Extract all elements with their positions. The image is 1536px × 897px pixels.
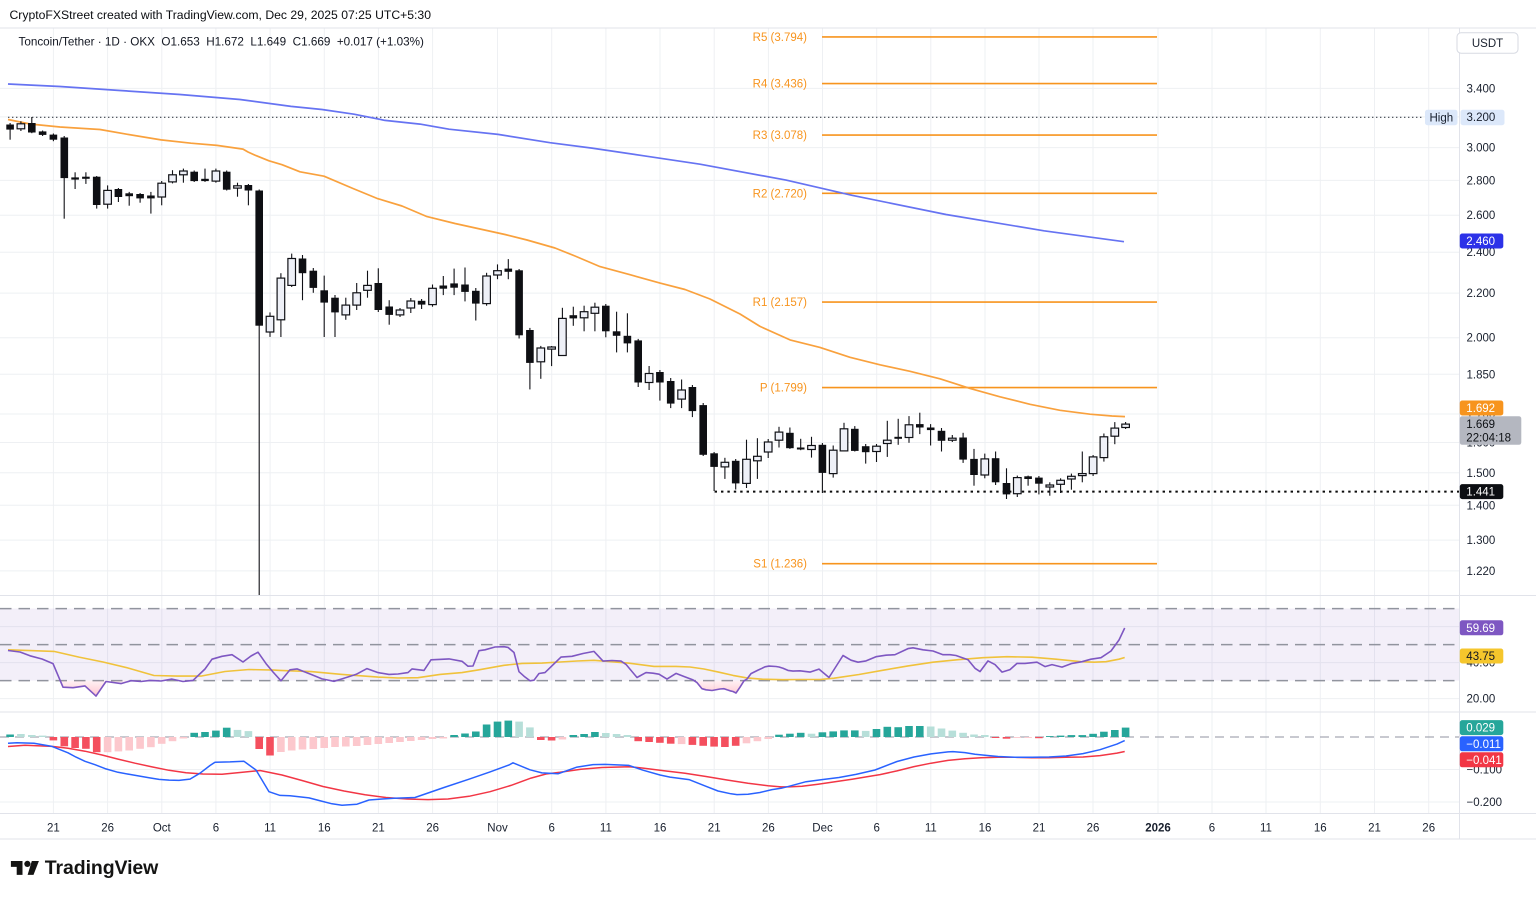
svg-text:11: 11 — [1260, 823, 1272, 835]
svg-text:21: 21 — [708, 823, 721, 835]
svg-text:2026: 2026 — [1145, 823, 1171, 835]
svg-text:43.75: 43.75 — [1466, 651, 1495, 663]
svg-text:High: High — [1430, 112, 1454, 124]
svg-text:59.69: 59.69 — [1466, 623, 1495, 635]
svg-text:16: 16 — [654, 823, 667, 835]
svg-text:6: 6 — [213, 823, 219, 835]
svg-text:R5 (3.794): R5 (3.794) — [753, 32, 808, 44]
svg-text:TradingView: TradingView — [45, 857, 159, 879]
svg-text:Dec: Dec — [812, 823, 833, 835]
svg-text:11: 11 — [600, 823, 612, 835]
svg-text:2.800: 2.800 — [1467, 175, 1496, 187]
svg-text:P (1.799): P (1.799) — [760, 383, 807, 395]
svg-text:Nov: Nov — [487, 823, 508, 835]
svg-text:11: 11 — [925, 823, 937, 835]
svg-text:21: 21 — [1033, 823, 1046, 835]
svg-text:6: 6 — [1209, 823, 1215, 835]
svg-text:26: 26 — [426, 823, 439, 835]
svg-text:R4 (3.436): R4 (3.436) — [753, 79, 808, 91]
svg-text:11: 11 — [264, 823, 276, 835]
svg-text:3.400: 3.400 — [1467, 83, 1496, 95]
svg-text:1.400: 1.400 — [1467, 500, 1496, 512]
svg-text:R2 (2.720): R2 (2.720) — [753, 188, 808, 200]
svg-text:26: 26 — [1422, 823, 1435, 835]
svg-text:22:04:18: 22:04:18 — [1466, 432, 1511, 444]
svg-text:Oct: Oct — [153, 823, 172, 835]
svg-text:−0.011: −0.011 — [1466, 739, 1501, 751]
svg-text:−0.041: −0.041 — [1466, 755, 1502, 767]
svg-text:USDT: USDT — [1472, 38, 1503, 50]
svg-text:1.300: 1.300 — [1467, 535, 1496, 547]
svg-text:1.441: 1.441 — [1466, 487, 1495, 499]
svg-text:6: 6 — [548, 823, 554, 835]
svg-text:S1 (1.236): S1 (1.236) — [753, 559, 807, 571]
svg-text:2.200: 2.200 — [1467, 288, 1496, 300]
svg-text:−0.100: −0.100 — [1467, 765, 1503, 777]
svg-text:1.220: 1.220 — [1467, 566, 1496, 578]
svg-text:20.00: 20.00 — [1467, 694, 1496, 706]
svg-text:1.500: 1.500 — [1467, 468, 1496, 480]
svg-text:26: 26 — [1087, 823, 1100, 835]
svg-text:26: 26 — [762, 823, 775, 835]
svg-text:16: 16 — [979, 823, 992, 835]
svg-text:1.692: 1.692 — [1466, 403, 1495, 415]
svg-text:2.400: 2.400 — [1467, 247, 1496, 259]
svg-text:3.000: 3.000 — [1467, 143, 1496, 155]
svg-text:26: 26 — [101, 823, 114, 835]
svg-text:21: 21 — [47, 823, 60, 835]
svg-text:6: 6 — [873, 823, 879, 835]
svg-text:R3 (3.078): R3 (3.078) — [753, 130, 808, 142]
svg-text:1.850: 1.850 — [1467, 369, 1496, 381]
svg-text:Toncoin/Tether · 1D · OKX O1.: Toncoin/Tether · 1D · OKX O1.653 H1.672 … — [19, 36, 425, 49]
svg-text:21: 21 — [372, 823, 385, 835]
svg-text:3.200: 3.200 — [1467, 112, 1496, 124]
svg-text:CryptoFXStreet created with Tr: CryptoFXStreet created with TradingView.… — [10, 8, 432, 22]
svg-text:16: 16 — [318, 823, 331, 835]
svg-text:0.029: 0.029 — [1466, 723, 1495, 735]
svg-text:2.460: 2.460 — [1466, 236, 1495, 248]
svg-text:21: 21 — [1368, 823, 1381, 835]
svg-text:2.000: 2.000 — [1467, 333, 1496, 345]
svg-text:−0.200: −0.200 — [1467, 797, 1503, 809]
svg-text:R1 (2.157): R1 (2.157) — [753, 297, 808, 309]
svg-text:16: 16 — [1314, 823, 1327, 835]
svg-text:1.669: 1.669 — [1466, 419, 1495, 431]
svg-text:2.600: 2.600 — [1467, 210, 1496, 222]
